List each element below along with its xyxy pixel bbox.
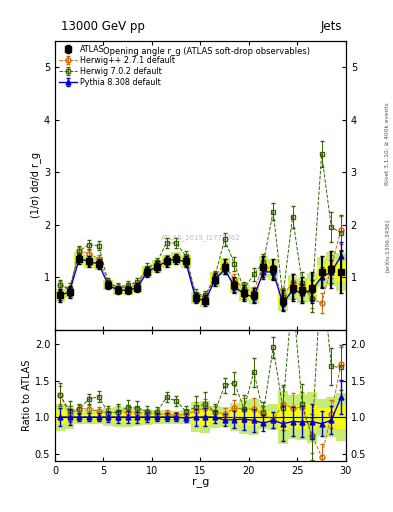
X-axis label: r_g: r_g: [192, 478, 209, 488]
Text: Jets: Jets: [320, 20, 342, 33]
Text: [arXiv:1306.3436]: [arXiv:1306.3436]: [385, 219, 389, 272]
Y-axis label: (1/σ) dσ/d r_g: (1/σ) dσ/d r_g: [30, 152, 41, 218]
Text: 13000 GeV pp: 13000 GeV pp: [61, 20, 145, 33]
Text: ATLAS_2019_I1772062: ATLAS_2019_I1772062: [161, 234, 240, 241]
Text: Opening angle r_g (ATLAS soft-drop observables): Opening angle r_g (ATLAS soft-drop obser…: [103, 47, 310, 56]
Legend: ATLAS, Herwig++ 2.7.1 default, Herwig 7.0.2 default, Pythia 8.308 default: ATLAS, Herwig++ 2.7.1 default, Herwig 7.…: [57, 44, 176, 89]
Text: Rivet 3.1.10; ≥ 400k events: Rivet 3.1.10; ≥ 400k events: [385, 102, 389, 185]
Y-axis label: Ratio to ATLAS: Ratio to ATLAS: [22, 359, 32, 431]
